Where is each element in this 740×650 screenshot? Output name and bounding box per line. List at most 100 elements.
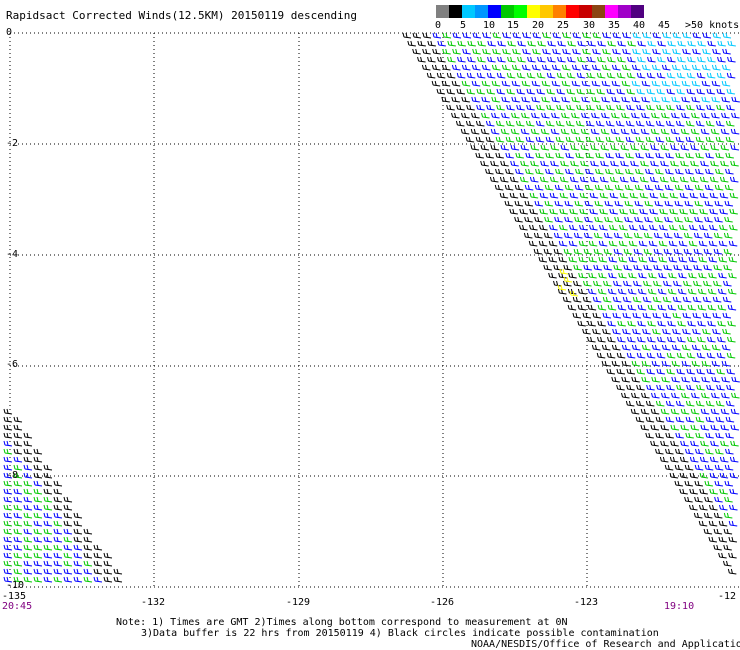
wind-barb <box>475 136 485 143</box>
wind-barb <box>3 488 13 495</box>
wind-barb <box>562 32 572 39</box>
wind-barb <box>650 160 659 167</box>
wind-barb <box>712 32 722 39</box>
wind-barb <box>697 320 706 327</box>
lat-label-minus2: -2 <box>6 138 19 149</box>
wind-barb <box>727 320 736 327</box>
wind-barb <box>631 96 640 103</box>
wind-barb <box>83 560 93 567</box>
wind-barb <box>721 64 731 71</box>
lon-label-minus12: -12 <box>718 591 737 602</box>
wind-barb <box>711 376 720 383</box>
wind-barb <box>630 144 640 151</box>
wind-barb <box>33 576 43 583</box>
wind-barb <box>477 40 486 47</box>
wind-barb <box>524 216 533 223</box>
wind-barb <box>720 440 729 447</box>
wind-barb <box>545 168 554 175</box>
wind-barb <box>3 456 13 463</box>
wind-barb <box>505 120 515 127</box>
wind-barb <box>709 456 719 463</box>
wind-barb <box>549 224 558 231</box>
wind-barb <box>704 496 713 503</box>
wind-barb <box>43 496 53 503</box>
wind-barb <box>569 176 579 183</box>
wind-barb <box>718 272 727 279</box>
wind-barb <box>23 480 33 487</box>
wind-barb <box>667 288 677 295</box>
wind-barb <box>627 40 636 47</box>
wind-barb <box>683 280 692 287</box>
wind-barb <box>662 48 671 55</box>
wind-barb <box>632 296 642 303</box>
wind-barb <box>13 560 23 567</box>
wind-barb <box>555 168 564 175</box>
wind-barb <box>451 80 461 87</box>
wind-barb <box>665 432 674 439</box>
wind-barb <box>725 152 734 159</box>
note-line-1: Note: 1) Times are GMT 2)Times along bot… <box>116 617 568 628</box>
wind-barb <box>702 32 712 39</box>
wind-barb <box>639 208 648 215</box>
wind-barb <box>705 416 715 423</box>
wind-barb <box>710 424 720 431</box>
wind-barb <box>436 72 446 79</box>
wind-barb <box>666 88 676 95</box>
wind-barb <box>596 352 606 359</box>
wind-barb <box>637 304 647 311</box>
wind-barb <box>696 88 706 95</box>
wind-barb <box>610 144 620 151</box>
wind-barb <box>477 56 486 63</box>
wind-barb <box>654 200 664 207</box>
wind-barb <box>704 184 714 191</box>
wind-barb <box>728 272 737 279</box>
wind-barb <box>730 144 740 151</box>
wind-barb <box>586 72 596 79</box>
wind-barb <box>643 248 653 255</box>
wind-barb <box>588 256 598 263</box>
wind-barb <box>646 352 656 359</box>
wind-barb <box>539 192 549 199</box>
wind-barb <box>652 32 662 39</box>
wind-barb <box>704 464 714 471</box>
wind-barb <box>550 160 559 167</box>
wind-barb <box>719 176 729 183</box>
colorbar-swatch <box>592 5 605 18</box>
wind-barb <box>709 208 718 215</box>
wind-barb <box>712 296 722 303</box>
wind-barb <box>690 160 699 167</box>
wind-barb <box>690 408 700 415</box>
wind-barb <box>554 184 564 191</box>
wind-barb <box>692 48 701 55</box>
wind-barb <box>609 224 618 231</box>
wind-barb <box>630 408 640 415</box>
wind-barb <box>602 328 611 335</box>
wind-barb <box>650 144 660 151</box>
wind-barb <box>709 488 718 495</box>
wind-barb <box>716 88 726 95</box>
wind-barb <box>23 472 33 479</box>
wind-barb <box>53 576 63 583</box>
wind-barb <box>705 168 714 175</box>
wind-barb <box>631 64 641 71</box>
wind-barb <box>623 232 633 239</box>
wind-barb <box>621 344 631 351</box>
lat-label-minus10: -10 <box>6 580 25 591</box>
wind-barb <box>685 136 695 143</box>
wind-barb <box>624 200 634 207</box>
wind-barb <box>624 184 634 191</box>
colorbar-swatch <box>488 5 501 18</box>
wind-barb <box>608 256 618 263</box>
wind-barb <box>677 288 687 295</box>
wind-barb <box>658 272 667 279</box>
wind-barb <box>649 208 658 215</box>
wind-barb <box>501 96 510 103</box>
wind-barb <box>33 488 43 495</box>
wind-barb <box>629 224 638 231</box>
wind-barb <box>33 496 43 503</box>
wind-barb <box>645 152 654 159</box>
wind-barb <box>23 464 33 471</box>
wind-barb <box>23 432 33 439</box>
wind-barb <box>612 328 621 335</box>
wind-barb <box>661 64 671 71</box>
